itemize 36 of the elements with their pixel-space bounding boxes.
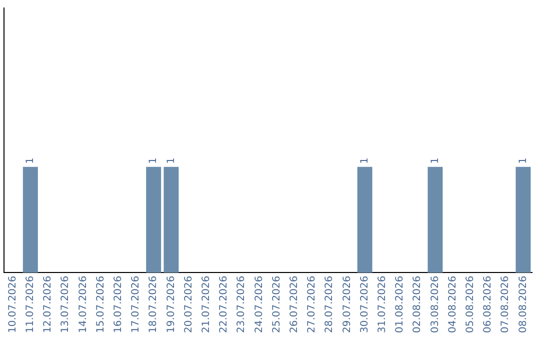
x-tick-label: 11.07.2026 [24, 276, 36, 334]
data-label: 1 [518, 157, 529, 164]
x-tick-label: 27.07.2026 [306, 276, 318, 334]
data-label: 1 [359, 157, 370, 164]
x-tick-label: 23.07.2026 [236, 276, 248, 334]
x-tick-label: 08.08.2026 [518, 276, 529, 334]
data-label: 1 [148, 157, 160, 164]
x-tick-label: 14.07.2026 [78, 276, 89, 334]
x-tick-label: 07.08.2026 [500, 276, 512, 334]
x-tick-label: 18.07.2026 [148, 276, 160, 334]
x-tick-label: 22.07.2026 [218, 276, 230, 334]
x-tick-label: 28.07.2026 [324, 276, 336, 334]
x-tick-label: 16.07.2026 [112, 276, 124, 334]
x-tick-label: 17.07.2026 [130, 276, 142, 334]
x-tick-label: 15.07.2026 [95, 276, 106, 334]
data-label: 1 [430, 157, 441, 164]
x-tick-label: 21.07.2026 [200, 276, 212, 334]
x-tick-label: 04.08.2026 [447, 276, 458, 334]
x-tick-label: 10.07.2026 [7, 276, 18, 334]
x-tick-label: 03.08.2026 [430, 276, 441, 334]
x-tick-label: 25.07.2026 [271, 276, 282, 334]
x-tick-label: 02.08.2026 [412, 276, 424, 334]
x-tick-label: 01.08.2026 [394, 276, 406, 334]
x-tick-label: 20.07.2026 [183, 276, 194, 334]
x-tick-label: 29.07.2026 [342, 276, 353, 334]
x-tick-label: 26.07.2026 [288, 276, 300, 334]
x-tick-label: 12.07.2026 [42, 276, 54, 334]
data-label: 1 [24, 157, 36, 164]
x-tick-label: 30.07.2026 [359, 276, 370, 334]
x-tick-label: 13.07.2026 [60, 276, 72, 334]
x-tick-label: 05.08.2026 [464, 276, 476, 334]
x-tick-label: 19.07.2026 [166, 276, 177, 334]
x-tick-label: 31.07.2026 [376, 276, 388, 334]
data-label: 1 [166, 157, 177, 164]
x-tick-label: 06.08.2026 [482, 276, 494, 334]
x-tick-label: 24.07.2026 [254, 276, 265, 334]
